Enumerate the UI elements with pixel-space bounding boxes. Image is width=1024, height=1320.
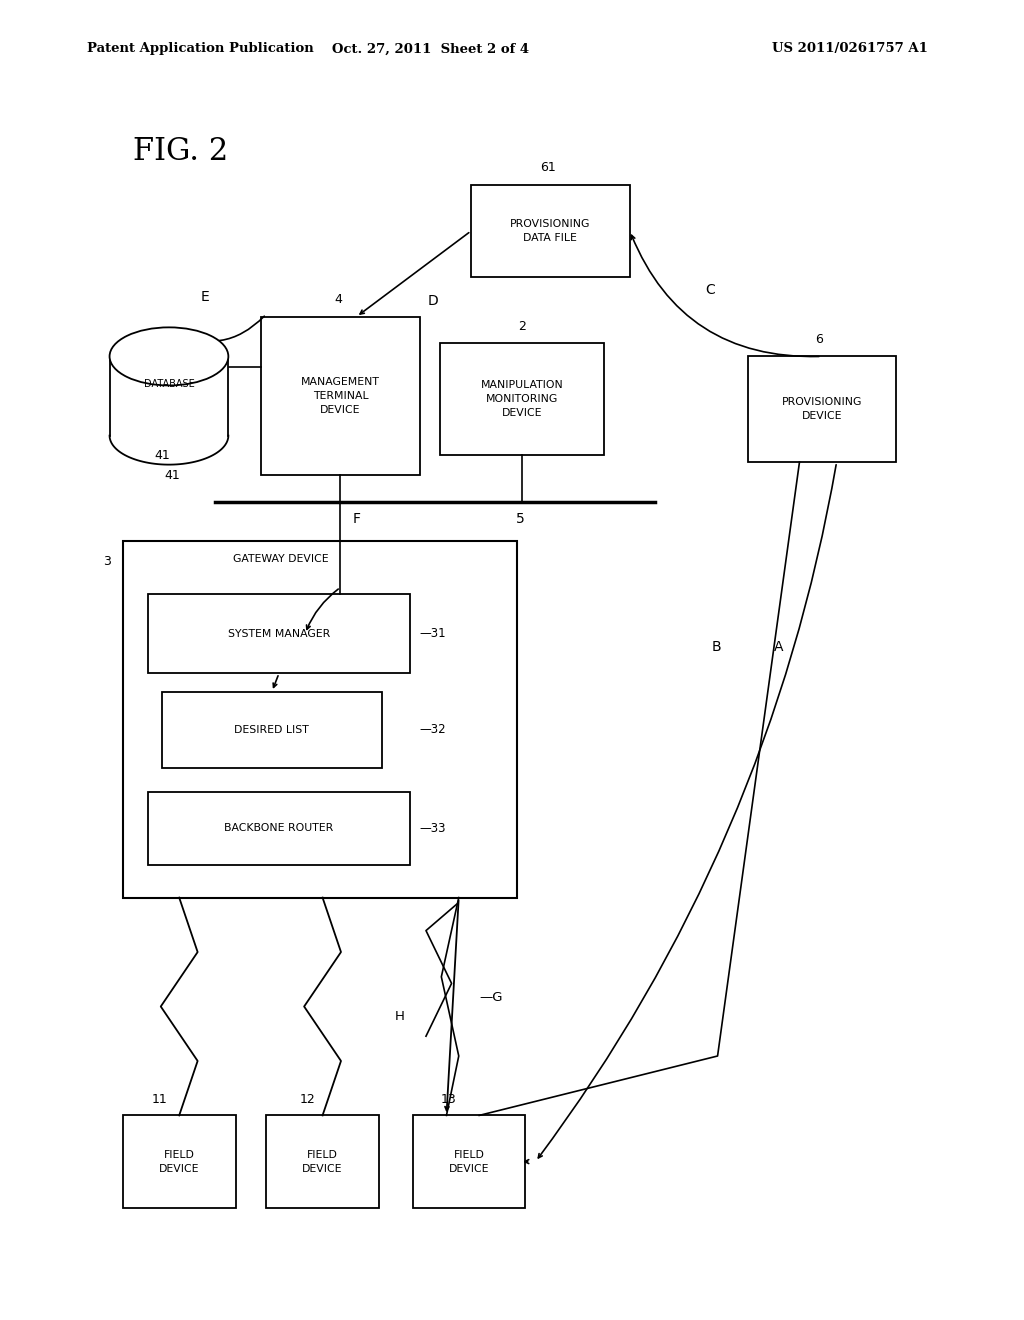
Ellipse shape bbox=[110, 327, 228, 385]
Text: 41: 41 bbox=[164, 469, 180, 482]
Text: US 2011/0261757 A1: US 2011/0261757 A1 bbox=[772, 42, 928, 55]
Text: PROVISIONING
DEVICE: PROVISIONING DEVICE bbox=[781, 397, 862, 421]
Text: 6: 6 bbox=[815, 333, 823, 346]
Text: DESIRED LIST: DESIRED LIST bbox=[234, 725, 309, 735]
Text: FIELD
DEVICE: FIELD DEVICE bbox=[449, 1150, 489, 1173]
Bar bbox=[162, 692, 382, 768]
Text: 11: 11 bbox=[152, 1093, 167, 1106]
Text: F: F bbox=[352, 512, 360, 527]
Text: B: B bbox=[712, 640, 722, 653]
Bar bbox=[413, 1115, 525, 1208]
Text: 5: 5 bbox=[516, 512, 524, 527]
Text: 41: 41 bbox=[154, 449, 170, 462]
Bar bbox=[123, 541, 517, 898]
Text: MANIPULATION
MONITORING
DEVICE: MANIPULATION MONITORING DEVICE bbox=[481, 380, 563, 418]
Text: 3: 3 bbox=[102, 554, 111, 568]
Text: BACKBONE ROUTER: BACKBONE ROUTER bbox=[224, 824, 334, 833]
Text: FIELD
DEVICE: FIELD DEVICE bbox=[159, 1150, 200, 1173]
Text: —33: —33 bbox=[420, 822, 446, 836]
Text: Patent Application Publication: Patent Application Publication bbox=[87, 42, 313, 55]
Text: A: A bbox=[773, 640, 783, 653]
Text: 12: 12 bbox=[300, 1093, 315, 1106]
Text: 61: 61 bbox=[540, 161, 556, 174]
Bar bbox=[440, 343, 604, 455]
Text: SYSTEM MANAGER: SYSTEM MANAGER bbox=[228, 628, 330, 639]
Bar bbox=[148, 792, 410, 865]
Bar bbox=[148, 594, 410, 673]
Bar bbox=[748, 356, 896, 462]
Text: Oct. 27, 2011  Sheet 2 of 4: Oct. 27, 2011 Sheet 2 of 4 bbox=[332, 42, 528, 55]
Bar bbox=[123, 1115, 236, 1208]
Text: C: C bbox=[705, 284, 715, 297]
Text: MANAGEMENT
TERMINAL
DEVICE: MANAGEMENT TERMINAL DEVICE bbox=[301, 378, 380, 414]
Bar bbox=[110, 356, 228, 436]
Text: 4: 4 bbox=[334, 293, 342, 306]
Text: —G: —G bbox=[479, 991, 503, 1005]
Text: —32: —32 bbox=[420, 723, 446, 737]
Text: PROVISIONING
DATA FILE: PROVISIONING DATA FILE bbox=[510, 219, 591, 243]
Text: FIG. 2: FIG. 2 bbox=[133, 136, 228, 168]
Text: —31: —31 bbox=[420, 627, 446, 640]
Text: H: H bbox=[394, 1010, 404, 1023]
Text: GATEWAY DEVICE: GATEWAY DEVICE bbox=[232, 554, 329, 565]
Text: FIELD
DEVICE: FIELD DEVICE bbox=[302, 1150, 343, 1173]
Text: 13: 13 bbox=[440, 1093, 456, 1106]
Text: E: E bbox=[201, 290, 209, 304]
Bar bbox=[261, 317, 420, 475]
Bar bbox=[471, 185, 630, 277]
Bar bbox=[266, 1115, 379, 1208]
Text: DATABASE: DATABASE bbox=[143, 379, 195, 389]
Text: D: D bbox=[428, 294, 438, 308]
Text: 2: 2 bbox=[518, 319, 526, 333]
